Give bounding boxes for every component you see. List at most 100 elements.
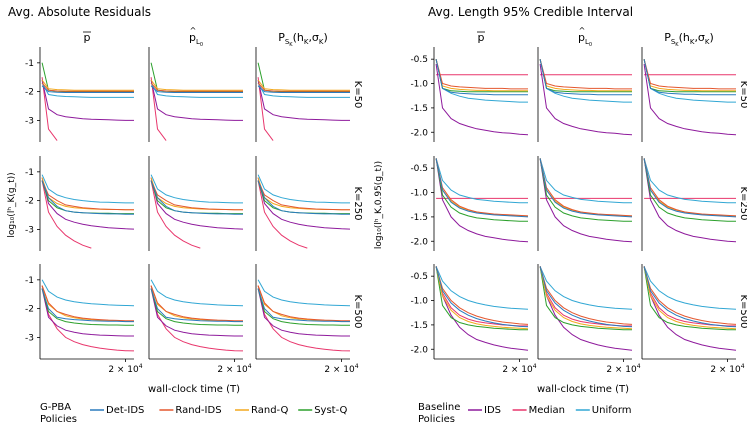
series-line-syst-q (257, 62, 350, 93)
series-line-rand-ids (539, 158, 633, 217)
series-line-det-ids (539, 59, 632, 96)
y-axis-label: log₁₀(lʰ_K,0.95(g_t)) (374, 161, 384, 249)
series-line-uniform (41, 82, 134, 98)
series-line-ids (257, 177, 351, 230)
series-line-ids (41, 288, 134, 337)
series-line-rand-ids (435, 59, 528, 90)
series-line-rand-q (435, 158, 528, 217)
series-line-uniform (257, 82, 350, 98)
series-line-syst-q (435, 59, 528, 93)
series-line-det-ids (257, 85, 350, 93)
series-line-rand-ids (435, 158, 529, 217)
series-line-median (257, 285, 351, 352)
series-line-uniform (643, 158, 736, 204)
panel-title: Avg. Length 95% Credible Interval (428, 5, 633, 19)
legend-label: Uniform (592, 405, 632, 416)
y-tick-label: -0.5 (410, 164, 428, 174)
column-header-hat: ^ (579, 26, 586, 35)
series-line-uniform (539, 59, 632, 103)
series-line-rand-ids (435, 266, 529, 325)
y-tick-label: -1.0 (410, 189, 428, 199)
column-header: p (84, 31, 91, 44)
row-strip-label: K=500 (352, 294, 363, 328)
x-tick-label: 2 × 104 (606, 363, 640, 375)
series-line-rand-ids (150, 285, 243, 322)
series-line-rand-ids (41, 285, 134, 322)
legend-title: Policies (418, 414, 455, 425)
y-tick-label: -1.5 (410, 213, 428, 223)
legend-label: Syst-Q (314, 405, 347, 416)
series-line-det-ids (643, 266, 737, 328)
series-line-ids (435, 158, 529, 243)
series-line-syst-q (435, 158, 528, 222)
series-line-rand-ids (539, 59, 632, 90)
series-line-det-ids (643, 59, 736, 96)
series-line-rand-ids (257, 180, 350, 211)
series-line-rand-ids (539, 266, 633, 325)
series-line-syst-q (150, 288, 243, 326)
x-axis-label: wall-clock time (T) (148, 384, 240, 395)
series-line-ids (150, 79, 243, 121)
series-line-det-ids (150, 180, 243, 215)
series-line-rand-ids (257, 82, 350, 92)
series-line-median (41, 180, 92, 249)
series-line-median (539, 266, 632, 327)
legend-title: G-PBA (40, 402, 71, 413)
series-line-det-ids (41, 180, 134, 215)
series-line-median (257, 77, 274, 141)
legend-label: Rand-IDS (175, 405, 221, 416)
series-line-median (41, 77, 58, 141)
series-line-syst-q (643, 158, 736, 222)
series-line-uniform (257, 174, 350, 204)
row-strip-label: K=50 (352, 81, 363, 109)
series-line-rand-ids (257, 285, 350, 322)
series-line-rand-ids (643, 59, 736, 90)
series-line-median (643, 266, 736, 327)
series-line-rand-q (643, 266, 737, 330)
series-line-det-ids (257, 180, 350, 215)
series-line-rand-q (643, 158, 736, 217)
series-line-syst-q (539, 266, 632, 331)
series-line-median (257, 180, 308, 249)
series-line-ids (435, 64, 529, 136)
y-tick-label: -0.5 (410, 272, 428, 282)
series-line-det-ids (150, 85, 243, 93)
x-tick-label: 2 × 104 (324, 363, 358, 375)
y-tick-label: -2 (25, 305, 34, 315)
series-line-uniform (435, 266, 529, 310)
series-line-uniform (150, 279, 244, 307)
series-line-rand-q (539, 59, 632, 92)
series-line-median (150, 285, 244, 352)
series-line-det-ids (539, 158, 633, 218)
series-line-uniform (150, 82, 243, 98)
series-line-ids (539, 64, 633, 136)
y-tick-label: -1.5 (410, 321, 428, 331)
y-tick-label: -1 (25, 276, 34, 286)
series-line-det-ids (435, 266, 529, 328)
legend-title: Policies (40, 414, 77, 425)
series-line-median (41, 285, 135, 352)
row-strip-label: K=500 (738, 294, 747, 328)
series-line-rand-q (150, 79, 243, 91)
legend-label: Det-IDS (106, 405, 144, 416)
series-line-rand-q (539, 158, 632, 217)
series-line-ids (643, 158, 737, 243)
series-line-rand-q (257, 79, 350, 91)
series-line-ids (539, 158, 633, 243)
series-line-syst-q (41, 288, 134, 326)
series-line-det-ids (435, 158, 529, 218)
series-line-ids (435, 266, 529, 351)
series-line-ids (150, 177, 244, 230)
row-strip-label: K=250 (352, 186, 363, 220)
y-tick-label: -2 (25, 197, 34, 207)
y-tick-label: -0.5 (410, 55, 428, 65)
series-line-ids (539, 266, 633, 351)
series-line-rand-ids (643, 158, 737, 217)
series-line-ids (643, 64, 737, 136)
y-tick-label: -3 (25, 333, 34, 343)
series-line-ids (643, 266, 737, 351)
y-tick-label: -3 (25, 225, 34, 235)
y-tick-label: -3 (25, 116, 34, 126)
series-line-uniform (435, 158, 528, 204)
